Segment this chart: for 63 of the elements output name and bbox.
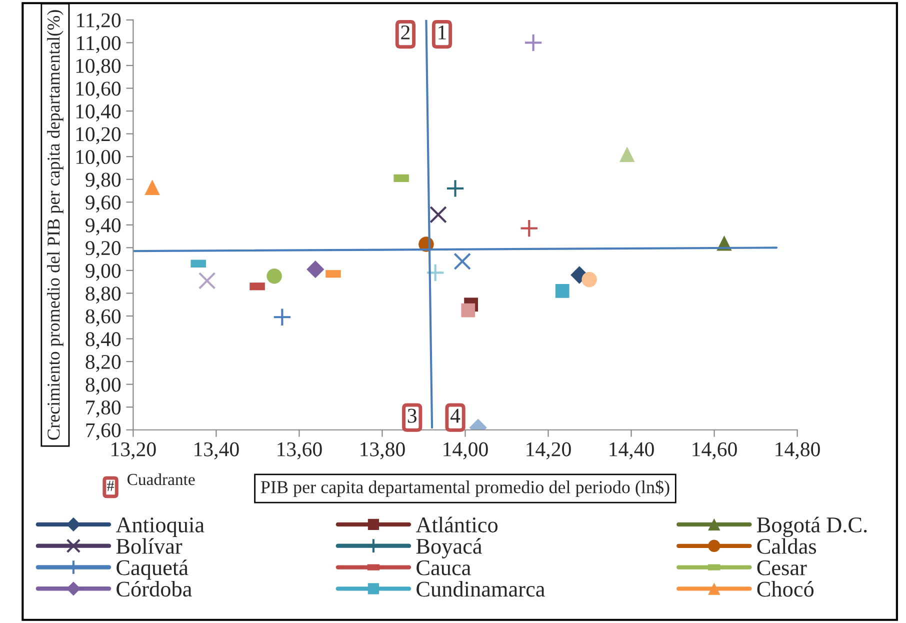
y-axis-title: Crecimiento promedio del PIB per capita departamental(%) [47,10,64,440]
point [461,303,476,318]
x-tick-label: 13,60 [278,442,322,460]
annotation: 4 [450,408,460,423]
point [306,260,324,278]
legend-label: Cesar [757,560,807,576]
point [520,218,539,238]
y-tick-label: 11,20 [77,13,121,30]
legend-label: Antioquia [116,518,204,537]
y-tick-label: 9,00 [86,264,121,281]
annotation: 1 [438,26,446,40]
point [426,263,445,282]
x-tick-label: 14,20 [526,442,571,460]
point [272,308,292,327]
x-tick-label: 14,40 [610,442,654,460]
y-tick-label: 8,20 [86,354,121,372]
legend-label: Chocó [757,581,814,597]
x-tick-label: 14,00 [444,442,488,460]
point [198,272,216,290]
legend-label: Caldas [757,538,816,554]
point [430,206,447,224]
text: Cuadrante [128,473,195,486]
y-tick-label: 10,60 [76,82,121,99]
y-tick-label: 8,40 [86,332,121,350]
point [266,268,282,284]
y-tick-label: 10,00 [76,150,121,168]
y-tick-label: 9,60 [86,196,121,213]
y-tick-label: 10,20 [76,127,121,144]
y-tick-label: 8,80 [86,286,121,304]
y-tick-label: 9,80 [86,172,121,190]
annotation: 3 [408,408,416,423]
y-tick-label: 9,20 [86,241,121,258]
legend-label: Cundinamarca [416,581,545,597]
legend-label: Córdoba [116,580,192,597]
point [524,33,543,52]
y-tick-label: 10,40 [76,104,121,122]
y-tick-label: 7,60 [86,423,121,440]
legend-label: Bogotá D.C. [757,516,867,538]
y-tick-label: 11,00 [77,36,121,54]
point [555,284,570,298]
x-tick-label: 13,40 [194,442,239,460]
x-tick-label: 13,80 [360,442,405,460]
legend-label: Bolívar [116,538,182,554]
point [446,179,465,198]
x-tick-label: 14,80 [776,442,820,460]
point [454,252,472,270]
legend-label: Cauca [416,560,471,576]
y-tick-label: 9,40 [86,218,121,236]
point [144,180,160,195]
legend-label: Boyacá [416,538,482,558]
x-tick-label: 14,60 [692,442,737,460]
legend-label: Atlántico [416,516,498,532]
x-axis-title: PIB per capita departamental promedio del periodo (ln$) [260,480,670,497]
point [619,146,635,162]
y-tick-label: 8,60 [86,309,121,326]
y-tick-label: 8,00 [86,378,121,395]
annotation: 2 [401,26,410,40]
text: # [106,480,114,491]
y-tick-label: 10,80 [76,58,121,76]
legend-label: Caquetá [116,560,188,580]
y-tick-label: 7,80 [86,400,121,418]
point [582,272,597,288]
x-tick-label: 13,20 [112,442,156,460]
